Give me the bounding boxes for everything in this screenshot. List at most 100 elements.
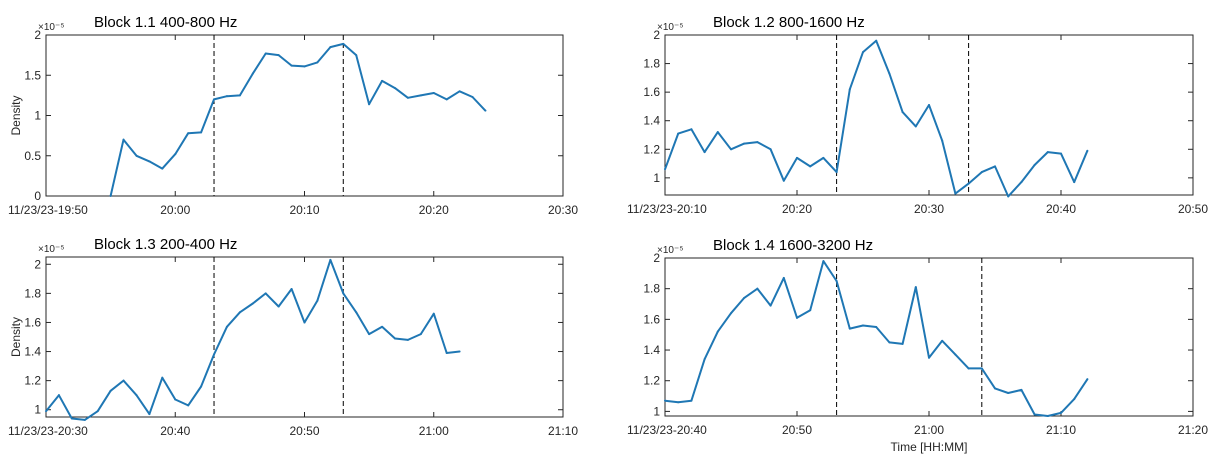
data-point [109, 389, 112, 392]
data-point [848, 327, 851, 330]
data-point [213, 98, 216, 101]
data-point [355, 54, 358, 57]
data-point [875, 39, 878, 42]
y-tick-label: 2 [34, 28, 41, 42]
y-tick-label: 1 [653, 171, 660, 185]
data-point [419, 94, 422, 97]
data-point [303, 321, 306, 324]
x-tick-label: 20:20 [419, 203, 449, 217]
data-point [980, 367, 983, 370]
y-tick-label: 0 [34, 189, 41, 203]
data-point [1033, 413, 1036, 416]
data-point [122, 379, 125, 382]
data-point [70, 417, 73, 420]
axes-frame [664, 257, 1194, 417]
data-point [901, 342, 904, 345]
data-point [135, 154, 138, 157]
data-point [445, 98, 448, 101]
data-point [264, 52, 267, 55]
x-tick-label: 20:40 [1046, 202, 1076, 216]
exponent-label: ×10⁻⁵ [657, 22, 683, 33]
data-point [471, 95, 474, 98]
data-point [914, 286, 917, 289]
data-point [1046, 151, 1049, 154]
chart-panel-2: 1 1.2 1.4 1.6 1.8 2 11/23/23-20:10 20:20 20:30 20… [627, 14, 1208, 216]
x-tick-label: 20:50 [289, 424, 319, 438]
data-point [290, 64, 293, 67]
data-point [1073, 398, 1076, 401]
data-point [251, 302, 254, 305]
x-tick-label: 21:20 [1178, 423, 1208, 437]
data-point [1086, 149, 1089, 152]
data-point [928, 356, 930, 359]
data-point [862, 324, 864, 327]
data-point [888, 341, 891, 344]
panel-title: Block 1.2 800-1600 Hz [713, 14, 865, 31]
data-point [225, 325, 228, 328]
y-tick-label: 1.2 [643, 142, 660, 156]
data-point [251, 72, 254, 75]
data-point [161, 376, 164, 379]
data-point [303, 65, 306, 68]
y-tick-label: 1 [653, 404, 660, 418]
data-point [200, 385, 203, 388]
data-point [782, 179, 785, 182]
data-point [901, 111, 904, 114]
data-point [1060, 152, 1062, 155]
data-point [769, 148, 772, 151]
data-point [862, 51, 864, 54]
x-tick-label: 11/23/23-20:30 [8, 424, 88, 438]
data-point [677, 132, 680, 135]
y-tick-label: 0.5 [24, 149, 41, 163]
data-point [96, 410, 99, 413]
data-point [690, 128, 693, 131]
data-point [941, 339, 944, 342]
exponent-label: ×10⁻⁵ [38, 244, 64, 255]
data-point [1086, 378, 1089, 381]
panel-title: Block 1.1 400-800 Hz [94, 14, 237, 31]
exponent-label: ×10⁻⁵ [657, 245, 683, 256]
data-point [484, 109, 487, 112]
x-tick-label: 20:50 [1178, 202, 1208, 216]
data-point [238, 311, 241, 314]
data-point [277, 54, 280, 57]
y-tick-label: 1 [34, 109, 41, 123]
data-point [796, 156, 798, 159]
data-point [148, 160, 151, 163]
data-point [822, 260, 825, 263]
data-point [822, 156, 825, 159]
y-tick-label: 2 [34, 257, 41, 271]
y-tick-label: 1.8 [643, 282, 660, 296]
data-point [703, 358, 706, 361]
data-point [677, 401, 680, 404]
data-point [730, 148, 732, 151]
data-point [716, 131, 719, 134]
data-point [419, 333, 422, 336]
y-tick-label: 1.6 [643, 312, 660, 326]
data-point [1020, 388, 1023, 391]
data-point [967, 367, 970, 370]
data-point [368, 333, 371, 336]
data-point [329, 46, 332, 49]
data-point [368, 103, 371, 106]
x-tick-label: 21:00 [914, 423, 944, 437]
data-point [445, 352, 448, 354]
exponent-label: ×10⁻⁵ [38, 22, 64, 33]
data-point [458, 90, 461, 93]
data-point [187, 404, 190, 407]
x-axis-label: Time [HH:MM] [891, 440, 968, 454]
axes-frame [45, 34, 564, 197]
data-point [148, 413, 151, 416]
data-point [664, 168, 666, 171]
chart-panel-4: 1 1.2 1.4 1.6 1.8 2 11/23/23-20:40 20:50 21:00 21… [627, 237, 1208, 454]
data-point [743, 142, 746, 145]
data-point [994, 387, 996, 390]
x-tick-label: 20:20 [782, 202, 812, 216]
data-point [756, 141, 759, 144]
data-point [928, 104, 930, 106]
data-point [1046, 415, 1049, 417]
data-point [57, 394, 60, 397]
data-point [432, 312, 435, 315]
panel-title: Block 1.3 200-400 Hz [94, 236, 237, 253]
y-tick-label: 1.4 [24, 345, 41, 359]
